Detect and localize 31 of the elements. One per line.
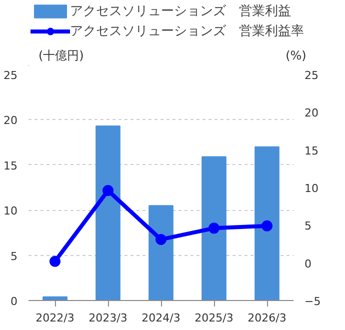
x-tick-label: 2025/3 bbox=[194, 312, 234, 324]
y2-tick-label: 25 bbox=[304, 69, 318, 82]
y2-tick-label: 20 bbox=[304, 106, 318, 120]
y2-tick-label: 0 bbox=[304, 257, 312, 270]
bar bbox=[202, 156, 226, 300]
y-tick-label: 15 bbox=[4, 159, 18, 172]
legend-label: アクセスソリューションズ 営業利益 bbox=[70, 3, 291, 20]
bar bbox=[148, 205, 174, 300]
y-tick-label: 10 bbox=[4, 204, 18, 218]
point bbox=[156, 234, 166, 245]
x-tick-label: 2023/3 bbox=[88, 312, 128, 324]
y-tick-label: 20 bbox=[4, 114, 18, 128]
y2-axis-title: (%) bbox=[286, 48, 306, 62]
y-tick-label: 25 bbox=[4, 69, 18, 82]
y2-tick-label: 10 bbox=[304, 182, 318, 195]
bar bbox=[254, 146, 280, 300]
y-axis-title: (十億円) bbox=[38, 48, 84, 62]
point bbox=[102, 185, 114, 196]
bar bbox=[96, 126, 120, 300]
point bbox=[262, 220, 272, 232]
x-tick-label: 2024/3 bbox=[142, 312, 180, 324]
point bbox=[208, 222, 220, 234]
y2-tick-label: 15 bbox=[304, 144, 318, 158]
point bbox=[50, 256, 60, 267]
y2-tick-label: 5 bbox=[304, 220, 312, 233]
x-tick-label: 2022/3 bbox=[36, 312, 74, 324]
legend-label: アクセスソリューションズ 営業利益率 bbox=[70, 23, 304, 40]
y-tick-label: 0 bbox=[10, 295, 18, 308]
x-tick-label: 2026/3 bbox=[248, 312, 286, 324]
y2-tick-label: −5 bbox=[304, 295, 321, 308]
y-tick-label: 5 bbox=[10, 250, 18, 263]
